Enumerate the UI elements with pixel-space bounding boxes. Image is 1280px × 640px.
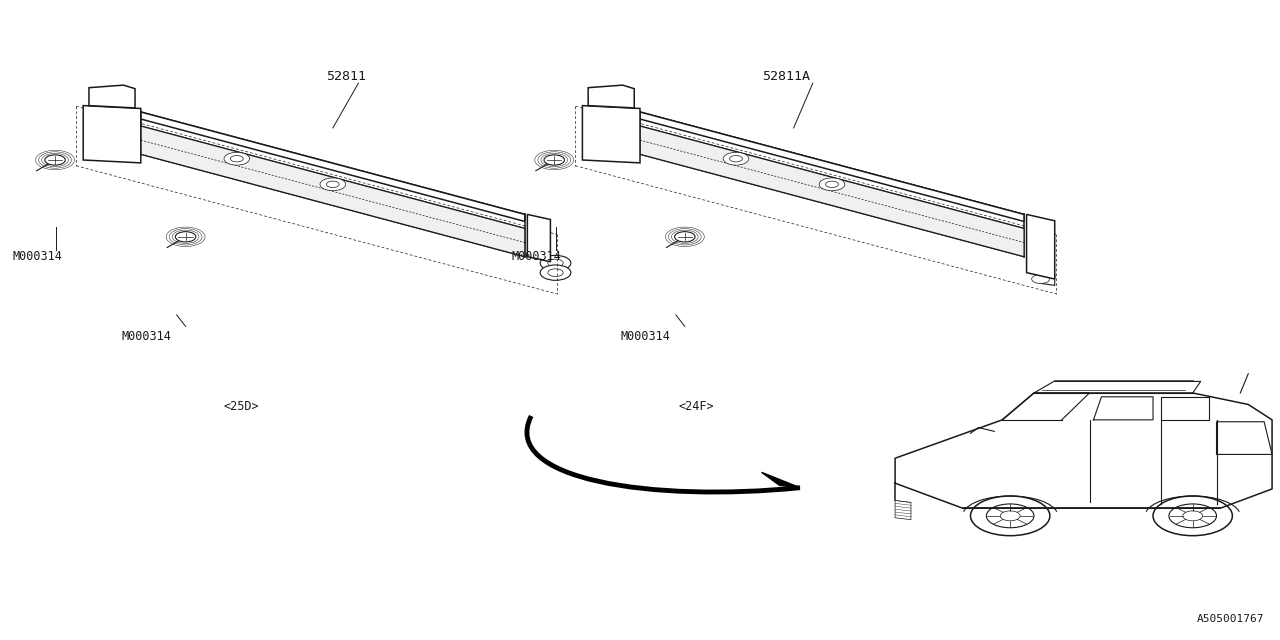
Circle shape (540, 265, 571, 280)
Text: M000314: M000314 (512, 250, 562, 262)
Polygon shape (640, 112, 1024, 221)
Circle shape (723, 152, 749, 165)
Circle shape (970, 496, 1050, 536)
Text: M000314: M000314 (122, 330, 172, 342)
Text: A505001767: A505001767 (1197, 614, 1265, 624)
Polygon shape (90, 85, 136, 108)
Circle shape (1153, 496, 1233, 536)
Circle shape (320, 178, 346, 191)
Polygon shape (640, 112, 1024, 221)
Text: 52811A: 52811A (762, 70, 809, 83)
Polygon shape (141, 112, 525, 221)
Polygon shape (83, 106, 141, 163)
Polygon shape (762, 472, 800, 488)
Circle shape (819, 178, 845, 191)
Text: M000314: M000314 (13, 250, 63, 262)
Polygon shape (640, 126, 1024, 257)
Circle shape (544, 155, 564, 165)
Polygon shape (527, 214, 550, 262)
Polygon shape (895, 500, 911, 520)
Circle shape (675, 232, 695, 242)
Text: 52811: 52811 (326, 70, 366, 83)
Polygon shape (589, 85, 635, 108)
Text: <25D>: <25D> (224, 400, 260, 413)
Circle shape (1032, 275, 1050, 284)
Polygon shape (141, 112, 525, 221)
Circle shape (175, 232, 196, 242)
Circle shape (540, 255, 571, 271)
Polygon shape (141, 126, 525, 257)
Circle shape (45, 155, 65, 165)
Polygon shape (582, 106, 640, 163)
Polygon shape (1027, 214, 1055, 279)
Circle shape (224, 152, 250, 165)
Text: <24F>: <24F> (678, 400, 714, 413)
Text: M000314: M000314 (621, 330, 671, 342)
